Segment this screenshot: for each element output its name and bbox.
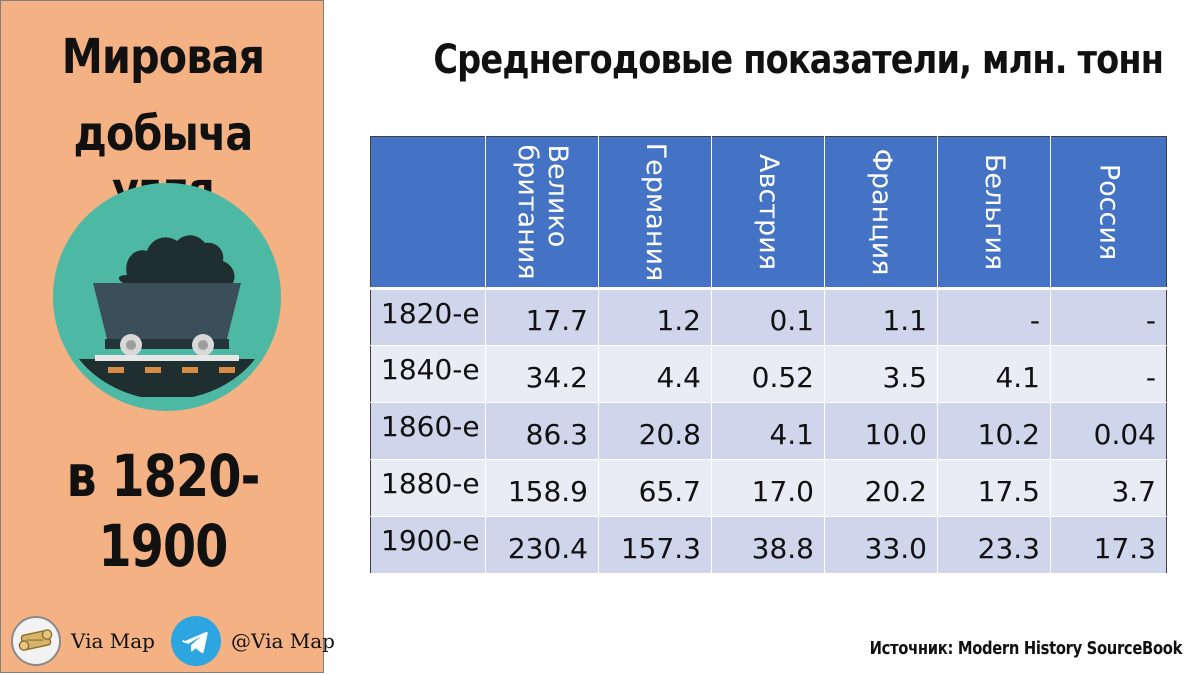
row-label-cell: 1880-е bbox=[370, 459, 486, 517]
telegram-label: @Via Map bbox=[231, 629, 335, 653]
source-credit: Источник: Modern History SourceBook bbox=[869, 638, 1183, 659]
value-cell: 4.4 bbox=[598, 345, 712, 403]
value-cell: - bbox=[1050, 288, 1167, 346]
table-header-label: Россия bbox=[1093, 163, 1125, 261]
value-cell: 17.3 bbox=[1050, 516, 1167, 574]
value-cell: 1.2 bbox=[598, 288, 712, 346]
scroll-icon bbox=[11, 616, 61, 666]
table-row: 1860-е 86.3 20.8 4.1 10.0 10.2 0.04 bbox=[370, 402, 1167, 460]
sidebar-year-range: в 1820-1900 bbox=[66, 442, 260, 580]
value-cell: 3.5 bbox=[824, 345, 938, 403]
value-cell: 4.1 bbox=[711, 402, 825, 460]
table-header-cell: Велико британия bbox=[485, 136, 599, 290]
value-cell: 34.2 bbox=[485, 345, 599, 403]
value-cell: 10.0 bbox=[824, 402, 938, 460]
value-cell: 4.1 bbox=[937, 345, 1051, 403]
value-cell: 17.7 bbox=[485, 288, 599, 346]
row-label-cell: 1840-е bbox=[370, 345, 486, 403]
value-cell: 1.1 bbox=[824, 288, 938, 346]
value-cell: 23.3 bbox=[937, 516, 1051, 574]
via-map-link[interactable]: Via Map bbox=[11, 613, 155, 669]
telegram-icon bbox=[171, 616, 221, 666]
table-header-corner bbox=[370, 136, 486, 290]
coal-cart-illustration bbox=[53, 183, 281, 411]
value-cell: 33.0 bbox=[824, 516, 938, 574]
value-cell: 230.4 bbox=[485, 516, 599, 574]
value-cell: 17.5 bbox=[937, 459, 1051, 517]
value-cell: 20.8 bbox=[598, 402, 712, 460]
value-cell: 65.7 bbox=[598, 459, 712, 517]
table-header-row: Велико британия Германия Австрия Франция Бел… bbox=[370, 136, 1167, 290]
table-header-cell: Австрия bbox=[711, 136, 825, 290]
table-header-cell: Франция bbox=[824, 136, 938, 290]
table-header-label: Бельгия bbox=[979, 153, 1010, 271]
table-header-cell: Бельгия bbox=[937, 136, 1051, 290]
value-cell: 17.0 bbox=[711, 459, 825, 517]
row-label-cell: 1820-е bbox=[370, 288, 486, 346]
table-header-label: Франция bbox=[866, 148, 897, 276]
value-cell: 38.8 bbox=[711, 516, 825, 574]
table-header-label: Велико британия bbox=[512, 144, 573, 280]
value-cell: 10.2 bbox=[937, 402, 1051, 460]
table-header-label: Австрия bbox=[753, 154, 784, 270]
value-cell: 0.52 bbox=[711, 345, 825, 403]
coal-production-table: Велико британия Германия Австрия Франция Бел… bbox=[370, 136, 1167, 574]
table-row: 1840-е 34.2 4.4 0.52 3.5 4.1- bbox=[370, 345, 1167, 403]
table-row: 1820-е 17.7 1.2 0.1 1.1- - bbox=[370, 288, 1167, 346]
row-label-cell: 1860-е bbox=[370, 402, 486, 460]
table-row: 1900-е 230.4 157.3 38.8 33.0 23.3 17.3 bbox=[370, 516, 1167, 574]
data-table: Велико британия Германия Австрия Франция Бел… bbox=[370, 136, 1167, 574]
value-cell: 86.3 bbox=[485, 402, 599, 460]
via-map-label: Via Map bbox=[71, 629, 155, 653]
row-label-cell: 1900-е bbox=[370, 516, 486, 574]
table-header-label: Германия bbox=[640, 142, 671, 282]
value-cell: - bbox=[1050, 345, 1167, 403]
sidebar-title-line-1: Мировая bbox=[61, 29, 265, 85]
table-title: Среднегодовые показатели, млн. тонн bbox=[433, 37, 1164, 83]
value-cell: 20.2 bbox=[824, 459, 938, 517]
value-cell: 157.3 bbox=[598, 516, 712, 574]
value-cell: 0.04 bbox=[1050, 402, 1167, 460]
sidebar-panel: Мировая добыча угля в 1820-1900 bbox=[0, 0, 335, 673]
value-cell: 158.9 bbox=[485, 459, 599, 517]
telegram-link[interactable]: @Via Map bbox=[171, 613, 335, 669]
table-header-cell: Германия bbox=[598, 136, 712, 290]
table-header-cell: Россия bbox=[1050, 136, 1167, 290]
value-cell: - bbox=[937, 288, 1051, 346]
value-cell: 3.7 bbox=[1050, 459, 1167, 517]
value-cell: 0.1 bbox=[711, 288, 825, 346]
table-row: 1880-е 158.9 65.7 17.0 20.2 17.5 3.7 bbox=[370, 459, 1167, 517]
